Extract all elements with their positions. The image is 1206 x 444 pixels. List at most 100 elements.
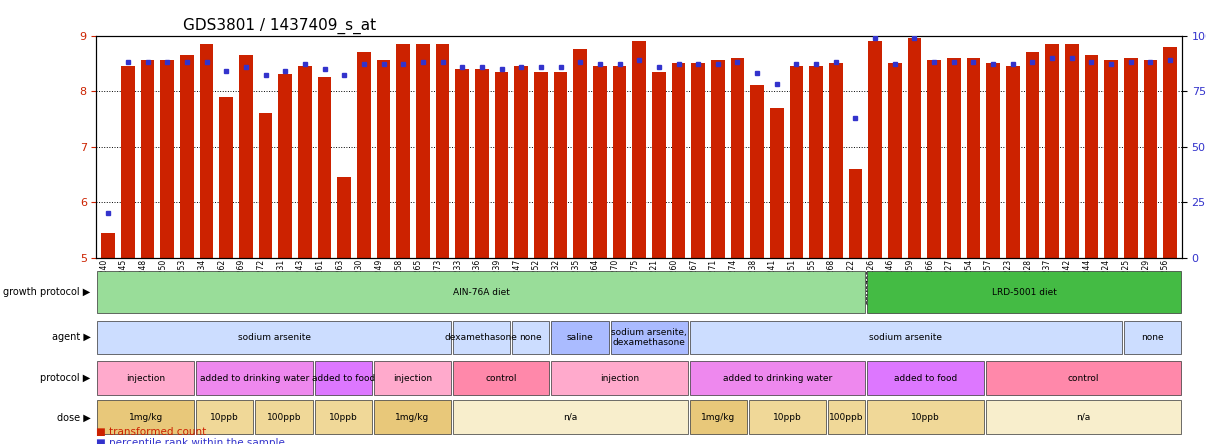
Bar xyxy=(160,60,174,258)
Text: growth protocol ▶: growth protocol ▶ xyxy=(4,287,90,297)
Bar xyxy=(416,44,429,258)
Bar xyxy=(1105,60,1118,258)
Bar xyxy=(1164,47,1177,258)
Text: control: control xyxy=(1067,374,1099,383)
Bar xyxy=(947,58,961,258)
Text: 10ppb: 10ppb xyxy=(773,413,802,422)
FancyBboxPatch shape xyxy=(452,321,510,354)
Text: 100ppb: 100ppb xyxy=(830,413,863,422)
FancyBboxPatch shape xyxy=(511,321,550,354)
FancyBboxPatch shape xyxy=(690,321,1122,354)
FancyBboxPatch shape xyxy=(749,400,826,434)
Bar xyxy=(593,66,607,258)
Bar xyxy=(1124,58,1137,258)
FancyBboxPatch shape xyxy=(690,400,747,434)
FancyBboxPatch shape xyxy=(315,361,371,395)
Bar xyxy=(121,66,135,258)
Bar xyxy=(691,63,706,258)
FancyBboxPatch shape xyxy=(98,271,865,313)
Bar xyxy=(180,55,194,258)
Bar xyxy=(317,77,332,258)
FancyBboxPatch shape xyxy=(452,400,687,434)
FancyBboxPatch shape xyxy=(985,361,1181,395)
Text: n/a: n/a xyxy=(1076,413,1090,422)
Text: agent ▶: agent ▶ xyxy=(52,333,90,342)
Text: ■ percentile rank within the sample: ■ percentile rank within the sample xyxy=(96,438,286,444)
Bar xyxy=(613,66,626,258)
Bar xyxy=(1084,55,1099,258)
Text: 10ppb: 10ppb xyxy=(210,413,239,422)
Text: 1mg/kg: 1mg/kg xyxy=(129,413,163,422)
Bar xyxy=(259,113,273,258)
Text: GDS3801 / 1437409_s_at: GDS3801 / 1437409_s_at xyxy=(183,18,376,34)
Bar xyxy=(338,177,351,258)
FancyBboxPatch shape xyxy=(98,361,194,395)
Text: ■ transformed count: ■ transformed count xyxy=(96,427,206,437)
Text: saline: saline xyxy=(567,333,593,342)
Bar xyxy=(456,69,469,258)
Bar xyxy=(357,52,370,258)
Text: added to food: added to food xyxy=(311,374,375,383)
Bar xyxy=(554,71,567,258)
Bar xyxy=(1006,66,1019,258)
Bar xyxy=(534,71,548,258)
Bar xyxy=(219,97,233,258)
Text: dose ▶: dose ▶ xyxy=(57,412,90,422)
Text: 10ppb: 10ppb xyxy=(329,413,357,422)
Text: added to drinking water: added to drinking water xyxy=(200,374,309,383)
FancyBboxPatch shape xyxy=(256,400,312,434)
Bar xyxy=(987,63,1000,258)
FancyBboxPatch shape xyxy=(98,321,451,354)
Bar xyxy=(849,169,862,258)
Text: added to drinking water: added to drinking water xyxy=(722,374,832,383)
Text: sodium arsenite: sodium arsenite xyxy=(238,333,311,342)
Bar xyxy=(672,63,685,258)
Bar xyxy=(769,108,784,258)
Bar xyxy=(514,66,528,258)
Bar xyxy=(573,49,587,258)
Bar xyxy=(927,60,941,258)
Bar xyxy=(101,233,115,258)
Text: injection: injection xyxy=(127,374,165,383)
Bar xyxy=(239,55,253,258)
Bar xyxy=(141,60,154,258)
Text: AIN-76A diet: AIN-76A diet xyxy=(453,288,510,297)
Bar xyxy=(397,44,410,258)
Text: injection: injection xyxy=(393,374,432,383)
Bar xyxy=(790,66,803,258)
FancyBboxPatch shape xyxy=(690,361,865,395)
Bar xyxy=(1025,52,1040,258)
Bar xyxy=(966,58,980,258)
FancyBboxPatch shape xyxy=(985,400,1181,434)
Bar xyxy=(908,38,921,258)
Bar xyxy=(279,75,292,258)
Text: sodium arsenite,
dexamethasone: sodium arsenite, dexamethasone xyxy=(611,328,687,347)
Text: sodium arsenite: sodium arsenite xyxy=(870,333,942,342)
FancyBboxPatch shape xyxy=(98,400,194,434)
FancyBboxPatch shape xyxy=(551,361,687,395)
FancyBboxPatch shape xyxy=(315,400,371,434)
Text: injection: injection xyxy=(599,374,639,383)
Text: 1mg/kg: 1mg/kg xyxy=(701,413,736,422)
Text: 100ppb: 100ppb xyxy=(267,413,302,422)
Bar xyxy=(1143,60,1158,258)
Bar xyxy=(435,44,450,258)
Bar xyxy=(888,63,902,258)
Bar xyxy=(731,58,744,258)
Text: added to food: added to food xyxy=(894,374,956,383)
Bar xyxy=(712,60,725,258)
Text: 10ppb: 10ppb xyxy=(911,413,939,422)
Bar xyxy=(494,71,509,258)
FancyBboxPatch shape xyxy=(867,400,984,434)
FancyBboxPatch shape xyxy=(374,361,451,395)
FancyBboxPatch shape xyxy=(867,271,1181,313)
FancyBboxPatch shape xyxy=(551,321,609,354)
Bar xyxy=(475,69,488,258)
Text: control: control xyxy=(485,374,517,383)
FancyBboxPatch shape xyxy=(867,361,984,395)
Text: none: none xyxy=(1141,333,1164,342)
Bar xyxy=(809,66,822,258)
Bar xyxy=(829,63,843,258)
Text: n/a: n/a xyxy=(563,413,578,422)
FancyBboxPatch shape xyxy=(197,361,312,395)
